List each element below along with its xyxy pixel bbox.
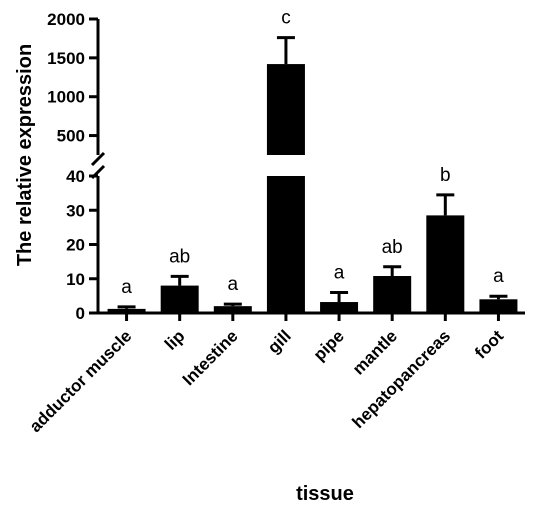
category-label: foot (471, 326, 507, 362)
bar (426, 215, 465, 313)
bar (107, 308, 146, 313)
axis-break-mark (90, 151, 106, 167)
significance-label: ab (382, 237, 403, 258)
x-axis-title: tissue (296, 483, 354, 505)
bar-upper (266, 64, 305, 155)
significance-label: b (440, 165, 451, 186)
bar (266, 176, 305, 313)
category-label: lip (161, 326, 188, 353)
category-label: adductor muscle (26, 326, 136, 436)
significance-label: a (334, 262, 345, 283)
bar (320, 302, 359, 313)
y-tick-label: 40 (66, 167, 85, 186)
y-tick-label: 20 (66, 236, 85, 255)
category-label: gill (264, 326, 295, 357)
bar (160, 285, 199, 313)
y-tick-label: 0 (76, 304, 85, 323)
significance-label: c (281, 8, 291, 29)
y-axis-title: The relative expression (14, 44, 36, 266)
category-label: hepatopancreas (349, 326, 455, 432)
significance-label: ab (169, 246, 190, 267)
y-tick-label: 10 (66, 270, 85, 289)
y-tick-label: 30 (66, 201, 85, 220)
bar (373, 276, 412, 313)
bar (479, 299, 518, 313)
significance-label: a (121, 277, 132, 298)
plot-area: 0 10 20 30 40 500 1000 1500 2000 a adductor muscle… (26, 8, 525, 436)
category-label: pipe (310, 326, 348, 364)
bar (213, 306, 252, 313)
significance-label: a (493, 266, 504, 287)
category-label: mantle (349, 326, 401, 378)
y-tick-label: 500 (57, 127, 85, 146)
y-tick-label: 1500 (47, 49, 85, 68)
category-label: Intestine (179, 326, 242, 389)
y-tick-label: 1000 (47, 88, 85, 107)
y-tick-label: 2000 (47, 10, 85, 29)
significance-label: a (228, 274, 239, 295)
